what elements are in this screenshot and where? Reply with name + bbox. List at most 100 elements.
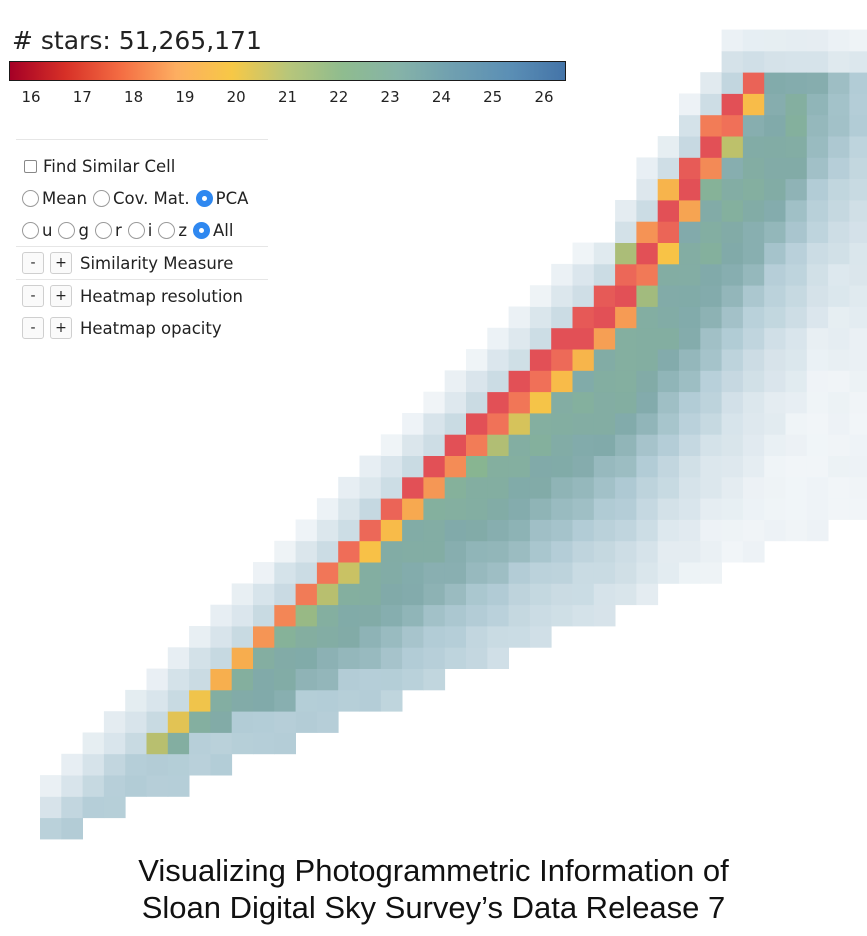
heatmap-cell[interactable] [785,114,808,137]
heatmap-cell[interactable] [593,604,616,627]
heatmap-cell[interactable] [764,391,786,414]
heatmap-cell[interactable] [806,93,829,116]
heatmap-cell[interactable] [700,157,722,180]
heatmap-cell[interactable] [593,263,616,286]
heatmap-cell[interactable] [806,50,829,73]
heatmap-cell[interactable] [551,327,573,350]
heatmap-cell[interactable] [487,327,509,350]
opacity-plus-button[interactable]: + [50,317,72,339]
heatmap-cell[interactable] [189,753,211,776]
heatmap-cell[interactable] [742,327,765,350]
heatmap-cell[interactable] [636,455,659,478]
heatmap-cell[interactable] [551,476,573,499]
heatmap-cell[interactable] [828,455,850,478]
heatmap-cell[interactable] [593,583,616,606]
heatmap-cell[interactable] [679,157,701,180]
heatmap-cell[interactable] [423,668,446,691]
heatmap-cell[interactable] [721,455,744,478]
heatmap-cell[interactable] [615,242,637,265]
heatmap-cell[interactable] [359,647,382,669]
heatmap-cell[interactable] [785,178,808,201]
heatmap-cell[interactable] [849,29,867,52]
heatmap-cell[interactable] [82,796,105,819]
heatmap-cell[interactable] [849,391,867,414]
heatmap-cell[interactable] [402,434,424,456]
heatmap-cell[interactable] [82,775,105,797]
heatmap-cell[interactable] [657,136,680,158]
heatmap-cell[interactable] [295,519,318,542]
heatmap-cell[interactable] [828,285,850,307]
heatmap-cell[interactable] [742,391,765,414]
heatmap-cell[interactable] [636,370,659,393]
heatmap-cell[interactable] [338,519,360,542]
heatmap-cell[interactable] [700,221,722,243]
heatmap-cell[interactable] [402,498,424,520]
heatmap-cell[interactable] [806,349,829,371]
heatmap-cell[interactable] [742,540,765,563]
heatmap-cell[interactable] [253,689,275,712]
heatmap-cell[interactable] [849,349,867,371]
heatmap-cell[interactable] [700,114,722,137]
heatmap-cell[interactable] [380,626,403,648]
heatmap-cell[interactable] [742,370,765,393]
heatmap-cell[interactable] [806,72,829,94]
heatmap-cell[interactable] [274,583,296,606]
heatmap-cell[interactable] [295,647,318,669]
heatmap-cell[interactable] [657,221,680,243]
heatmap-cell[interactable] [359,498,382,520]
heatmap-cell[interactable] [380,434,403,456]
heatmap-cell[interactable] [806,455,829,478]
heatmap-cell[interactable] [700,455,722,478]
heatmap-cell[interactable] [572,583,595,606]
heatmap-cell[interactable] [849,476,867,499]
find-similar-checkbox[interactable] [24,159,37,173]
heatmap-cell[interactable] [338,689,360,712]
heatmap-cell[interactable] [785,221,808,243]
heatmap-cell[interactable] [849,263,867,286]
heatmap-cell[interactable] [849,178,867,201]
heatmap-cell[interactable] [679,391,701,414]
heatmap-cell[interactable] [742,114,765,137]
heatmap-cell[interactable] [700,391,722,414]
heatmap-cell[interactable] [572,498,595,520]
heatmap-cell[interactable] [529,540,552,563]
heatmap-cell[interactable] [529,476,552,499]
heatmap-cell[interactable] [402,604,424,627]
heatmap-cell[interactable] [167,668,190,691]
heatmap-cell[interactable] [636,349,659,371]
heatmap-cell[interactable] [828,200,850,222]
heatmap-cell[interactable] [742,263,765,286]
heatmap-cell[interactable] [572,413,595,435]
heatmap-cell[interactable] [764,455,786,478]
heatmap-cell[interactable] [508,562,531,584]
heatmap-cell[interactable] [679,434,701,456]
heatmap-cell[interactable] [572,519,595,542]
heatmap-cell[interactable] [380,498,403,520]
heatmap-cell[interactable] [700,242,722,265]
heatmap-cell[interactable] [402,647,424,669]
heatmap-cell[interactable] [466,519,488,542]
heatmap-cell[interactable] [828,263,850,286]
heatmap-cell[interactable] [828,72,850,94]
heatmap-cell[interactable] [615,540,637,563]
heatmap-cell[interactable] [508,583,531,606]
heatmap-cell[interactable] [806,327,829,350]
heatmap-cell[interactable] [785,434,808,456]
heatmap-cell[interactable] [146,753,169,776]
heatmap-cell[interactable] [487,455,509,478]
heatmap-cell[interactable] [721,263,744,286]
heatmap-cell[interactable] [828,391,850,414]
heatmap-cell[interactable] [316,689,339,712]
heatmap-cell[interactable] [785,455,808,478]
heatmap-cell[interactable] [444,540,467,563]
heatmap-cell[interactable] [849,50,867,73]
heatmap-cell[interactable] [700,519,722,542]
heatmap-cell[interactable] [764,200,786,222]
heatmap-cell[interactable] [508,476,531,499]
heatmap-cell[interactable] [572,391,595,414]
heatmap-cell[interactable] [529,413,552,435]
heatmap-cell[interactable] [700,93,722,116]
heatmap-cell[interactable] [657,285,680,307]
heatmap-cell[interactable] [636,583,659,606]
heatmap-cell[interactable] [253,626,275,648]
